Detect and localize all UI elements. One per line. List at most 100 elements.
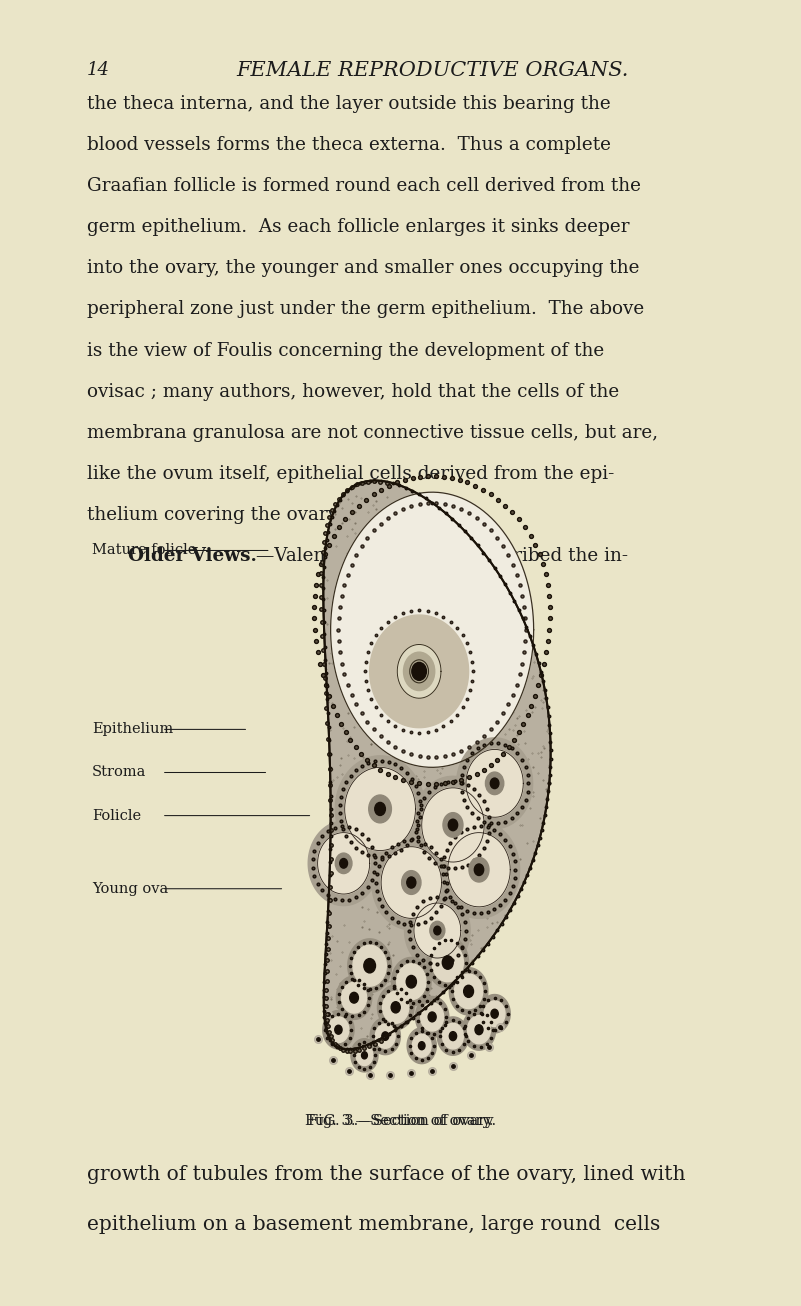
- Polygon shape: [370, 615, 469, 727]
- Polygon shape: [433, 943, 464, 982]
- Polygon shape: [392, 957, 431, 1006]
- Circle shape: [397, 644, 441, 699]
- Polygon shape: [351, 1038, 378, 1072]
- Text: Fig. 3.—Section of ovary.: Fig. 3.—Section of ovary.: [308, 1114, 493, 1128]
- Circle shape: [428, 1012, 437, 1021]
- Polygon shape: [331, 492, 533, 768]
- Text: like the ovum itself, epithelial cells derived from the epi-: like the ovum itself, epithelial cells d…: [87, 465, 614, 483]
- Text: Graafian follicle is formed round each cell derived from the: Graafian follicle is formed round each c…: [87, 176, 641, 195]
- Circle shape: [449, 819, 457, 831]
- Circle shape: [474, 865, 484, 875]
- Circle shape: [412, 662, 426, 680]
- Polygon shape: [413, 776, 493, 874]
- Text: —Valentin and Pflüger described the in-: —Valentin and Pflüger described the in-: [256, 547, 627, 565]
- Text: membrana granulosa are not connective tissue cells, but are,: membrana granulosa are not connective ti…: [87, 423, 658, 441]
- Polygon shape: [341, 982, 367, 1013]
- Text: thelium covering the ovary.: thelium covering the ovary.: [87, 505, 341, 524]
- Polygon shape: [462, 1010, 496, 1050]
- Polygon shape: [454, 974, 483, 1008]
- Text: Older Views.: Older Views.: [128, 547, 257, 565]
- Polygon shape: [372, 835, 451, 930]
- Circle shape: [418, 1042, 425, 1050]
- Polygon shape: [421, 1003, 444, 1030]
- Polygon shape: [383, 991, 409, 1024]
- Polygon shape: [414, 902, 461, 959]
- Text: Epithelium: Epithelium: [92, 722, 173, 737]
- Polygon shape: [422, 788, 484, 862]
- Circle shape: [449, 1032, 457, 1041]
- Circle shape: [406, 976, 417, 989]
- Polygon shape: [344, 768, 416, 850]
- Polygon shape: [438, 821, 520, 918]
- Polygon shape: [416, 996, 449, 1037]
- Polygon shape: [405, 892, 470, 969]
- Polygon shape: [328, 1017, 349, 1042]
- Text: the theca interna, and the layer outside this bearing the: the theca interna, and the layer outside…: [87, 94, 610, 112]
- Polygon shape: [356, 1045, 372, 1066]
- Circle shape: [368, 795, 392, 823]
- Text: Mature folicle: Mature folicle: [92, 543, 196, 558]
- Polygon shape: [308, 821, 379, 905]
- Text: FEMALE REPRODUCTIVE ORGANS.: FEMALE REPRODUCTIVE ORGANS.: [236, 60, 629, 80]
- Polygon shape: [468, 1016, 490, 1043]
- Text: FᴜG. 3.—Section of ovary.: FᴜG. 3.—Section of ovary.: [305, 1114, 496, 1128]
- Polygon shape: [336, 976, 372, 1020]
- Polygon shape: [448, 833, 510, 906]
- Circle shape: [469, 858, 489, 882]
- Polygon shape: [427, 936, 469, 989]
- Circle shape: [350, 993, 358, 1003]
- Text: is the view of Foulis concerning the development of the: is the view of Foulis concerning the dev…: [87, 341, 604, 359]
- Text: blood vessels forms the theca externa.  Thus a complete: blood vessels forms the theca externa. T…: [87, 136, 610, 154]
- Circle shape: [361, 1051, 368, 1059]
- Circle shape: [336, 853, 352, 874]
- Circle shape: [430, 921, 445, 940]
- Text: ovisac ; many authors, however, hold that the cells of the: ovisac ; many authors, however, hold tha…: [87, 383, 618, 401]
- Text: into the ovary, the younger and smaller ones occupying the: into the ovary, the younger and smaller …: [87, 259, 639, 277]
- Circle shape: [404, 652, 435, 691]
- Circle shape: [490, 778, 499, 789]
- Circle shape: [335, 1025, 342, 1034]
- Circle shape: [401, 871, 421, 895]
- Polygon shape: [376, 1024, 395, 1049]
- Circle shape: [375, 802, 385, 815]
- Circle shape: [464, 985, 473, 998]
- Text: peripheral zone just under the germ epithelium.  The above: peripheral zone just under the germ epit…: [87, 300, 644, 319]
- Polygon shape: [381, 846, 441, 918]
- Text: Young ova: Young ova: [92, 882, 168, 896]
- Circle shape: [475, 1025, 483, 1034]
- Polygon shape: [318, 833, 370, 895]
- Text: 14: 14: [87, 60, 110, 78]
- Polygon shape: [336, 756, 425, 862]
- Polygon shape: [413, 1034, 431, 1058]
- Circle shape: [364, 959, 376, 973]
- Polygon shape: [443, 1024, 463, 1049]
- Polygon shape: [377, 985, 414, 1029]
- Text: Stroma: Stroma: [92, 765, 147, 780]
- Circle shape: [340, 858, 348, 868]
- Polygon shape: [323, 1011, 354, 1049]
- Polygon shape: [348, 939, 392, 993]
- Polygon shape: [324, 481, 550, 1049]
- Text: germ epithelium.  As each follicle enlarges it sinks deeper: germ epithelium. As each follicle enlarg…: [87, 218, 629, 236]
- Polygon shape: [407, 1028, 437, 1063]
- Circle shape: [442, 956, 453, 969]
- Circle shape: [391, 1002, 400, 1013]
- Polygon shape: [485, 1000, 505, 1027]
- Text: epithelium on a basement membrane, large round  cells: epithelium on a basement membrane, large…: [87, 1215, 660, 1234]
- Text: growth of tubules from the surface of the ovary, lined with: growth of tubules from the surface of th…: [87, 1165, 685, 1185]
- Polygon shape: [396, 964, 426, 999]
- Polygon shape: [457, 738, 533, 829]
- Polygon shape: [466, 750, 523, 818]
- Circle shape: [443, 812, 463, 837]
- Circle shape: [382, 1032, 388, 1041]
- Polygon shape: [449, 968, 488, 1015]
- Circle shape: [434, 926, 441, 935]
- Polygon shape: [370, 1017, 400, 1055]
- Circle shape: [407, 876, 416, 888]
- Polygon shape: [353, 946, 386, 986]
- Circle shape: [491, 1010, 498, 1019]
- Polygon shape: [479, 995, 510, 1033]
- Text: Folicle: Folicle: [92, 808, 141, 823]
- Circle shape: [485, 772, 504, 794]
- Polygon shape: [437, 1017, 469, 1055]
